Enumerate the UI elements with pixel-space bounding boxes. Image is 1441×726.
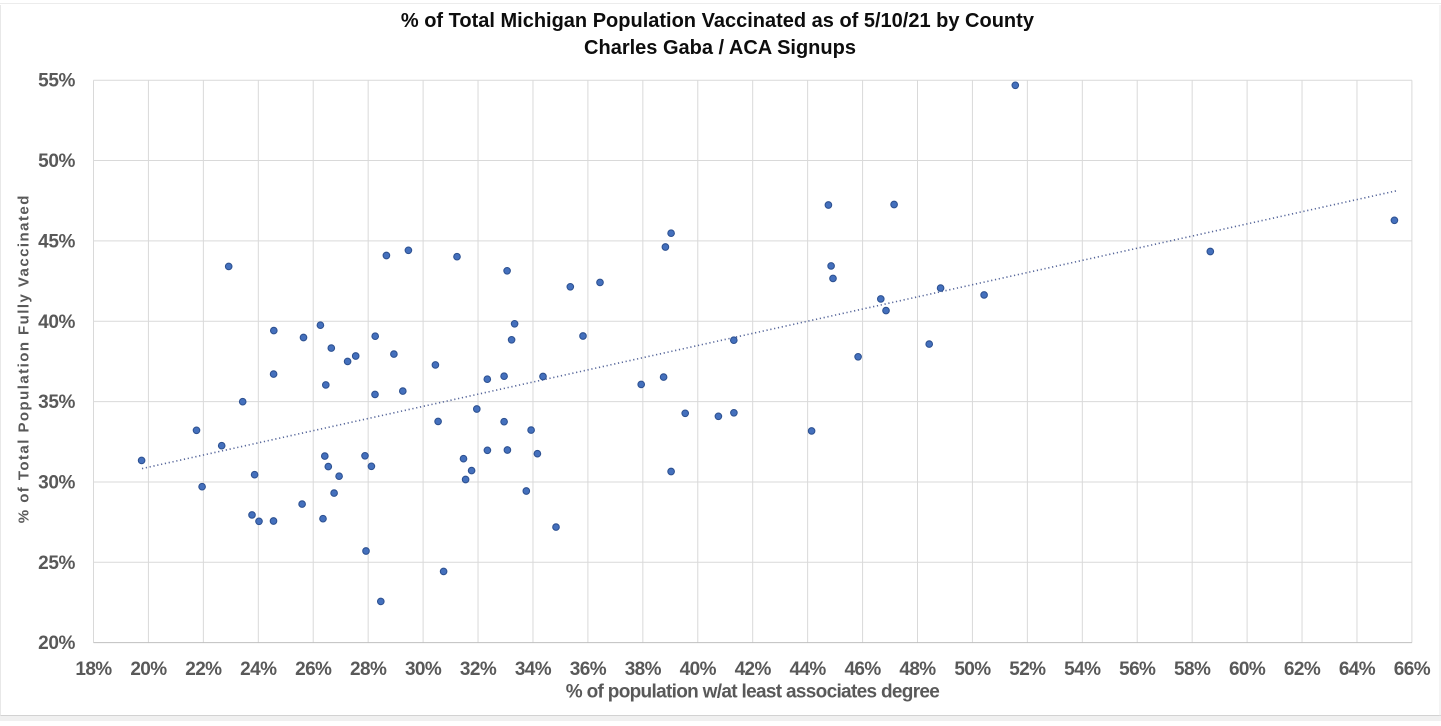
svg-text:32%: 32% <box>460 659 497 680</box>
svg-text:38%: 38% <box>625 659 662 680</box>
svg-text:34%: 34% <box>515 659 552 680</box>
svg-text:26%: 26% <box>295 659 332 680</box>
svg-text:48%: 48% <box>899 659 936 680</box>
svg-text:% of population w/at least ass: % of population w/at least associates de… <box>566 682 940 703</box>
svg-text:Charles Gaba / ACA Signups: Charles Gaba / ACA Signups <box>584 37 856 59</box>
svg-text:44%: 44% <box>790 659 827 680</box>
svg-text:25%: 25% <box>38 553 75 574</box>
svg-text:60%: 60% <box>1229 659 1266 680</box>
svg-text:46%: 46% <box>844 659 881 680</box>
svg-text:35%: 35% <box>38 392 75 413</box>
svg-text:50%: 50% <box>38 151 75 172</box>
svg-text:% of Total Population Fully Va: % of Total Population Fully Vaccinated <box>16 194 33 523</box>
svg-text:20%: 20% <box>38 633 75 654</box>
svg-text:66%: 66% <box>1394 659 1431 680</box>
svg-text:30%: 30% <box>38 472 75 493</box>
svg-text:30%: 30% <box>405 659 442 680</box>
svg-text:20%: 20% <box>130 659 167 680</box>
svg-text:24%: 24% <box>240 659 277 680</box>
svg-text:62%: 62% <box>1284 659 1321 680</box>
svg-text:28%: 28% <box>350 659 387 680</box>
svg-text:40%: 40% <box>680 659 717 680</box>
svg-text:40%: 40% <box>38 312 75 333</box>
svg-text:58%: 58% <box>1174 659 1211 680</box>
svg-text:18%: 18% <box>75 659 112 680</box>
svg-text:50%: 50% <box>954 659 991 680</box>
svg-text:56%: 56% <box>1119 659 1156 680</box>
svg-text:42%: 42% <box>735 659 772 680</box>
svg-text:36%: 36% <box>570 659 607 680</box>
svg-text:52%: 52% <box>1009 659 1046 680</box>
svg-text:54%: 54% <box>1064 659 1101 680</box>
svg-text:64%: 64% <box>1339 659 1376 680</box>
svg-text:% of Total Michigan Population: % of Total Michigan Population Vaccinate… <box>401 10 1035 32</box>
svg-text:55%: 55% <box>38 71 75 92</box>
svg-text:45%: 45% <box>38 231 75 252</box>
svg-text:22%: 22% <box>185 659 222 680</box>
